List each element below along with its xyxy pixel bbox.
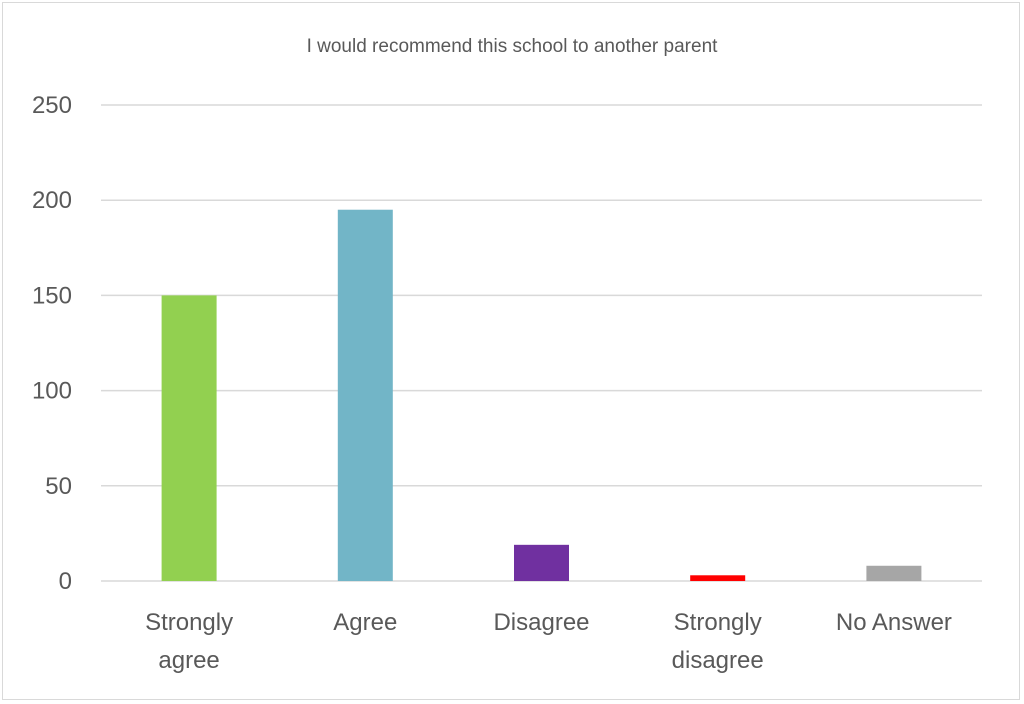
x-category-label-strongly-agree: Strongly agree xyxy=(145,609,233,674)
bars xyxy=(161,209,922,581)
y-tick-label-250: 250 xyxy=(32,92,72,119)
y-tick-label-0: 0 xyxy=(59,568,72,595)
bar-strongly-agree xyxy=(161,295,217,581)
y-tick-label-50: 50 xyxy=(45,473,72,500)
x-category-label-agree: Agree xyxy=(333,609,397,636)
x-category-label-no-answer: No Answer xyxy=(836,609,952,636)
bar-disagree xyxy=(514,544,569,581)
bar-agree xyxy=(337,209,393,581)
x-category-label-strongly-disagree: Strongly disagree xyxy=(672,609,764,674)
bar-no-answer xyxy=(866,565,922,581)
gridlines xyxy=(101,104,982,582)
y-axis-tick-labels: 0 50 100 150 200 250 xyxy=(32,92,72,595)
chart-title: I would recommend this school to another… xyxy=(307,36,719,57)
bar-strongly-disagree xyxy=(690,575,746,581)
y-tick-label-200: 200 xyxy=(32,187,72,214)
y-tick-label-150: 150 xyxy=(32,282,72,309)
x-axis-category-labels: Strongly agree Agree Disagree Strongly disagr… xyxy=(145,609,952,674)
y-tick-label-100: 100 xyxy=(32,378,72,405)
x-category-label-disagree: Disagree xyxy=(493,609,589,636)
